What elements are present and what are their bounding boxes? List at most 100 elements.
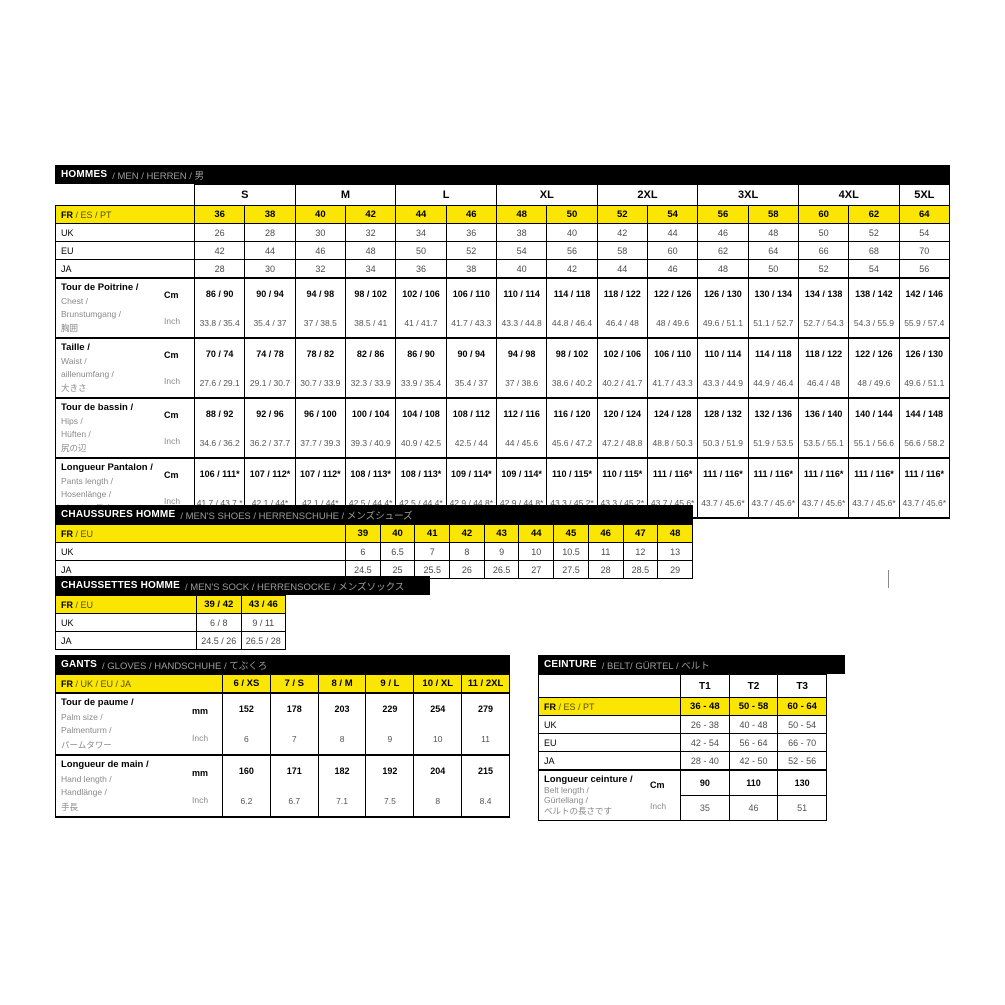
fr-size-cell: 40 — [294, 205, 346, 224]
conversion-value-cell: 38 — [445, 259, 497, 279]
measure-label: Tour de bassin / Hips / Hüften / 尻の辺 Cm Inch — [55, 397, 195, 459]
size-group-header: 3XL — [697, 184, 799, 206]
measure-label-line: Palmenturm / — [61, 725, 112, 736]
conversion-row-label: UK — [55, 542, 346, 561]
measure-cell: 92 / 96 36.2 / 37.7 — [244, 397, 296, 459]
conversion-value-cell: 12 — [622, 542, 659, 561]
conversion-row-label: UK — [538, 715, 681, 734]
corner-cell — [55, 184, 195, 206]
measure-cell: 82 / 86 32.3 / 33.9 — [344, 337, 397, 399]
measure-cell: 116 / 120 45.6 / 47.2 — [546, 397, 598, 459]
belt-fr-label-bold: FR — [544, 701, 556, 712]
unit-top-label: Cm — [164, 350, 179, 360]
measure-cell: 126 / 130 49.6 / 51.1 — [898, 337, 951, 399]
table: T1 T2 T3 FR / ES / PT 36 - 48 50 - 58 60 - 64 U… — [538, 674, 827, 821]
conversion-value-cell: 40 — [546, 223, 598, 242]
measure-cell: 192 7.5 — [365, 754, 415, 818]
measure-cell: 111 / 116* 43.7 / 45.6* — [697, 457, 749, 519]
fr-size-cell: 41 — [414, 524, 451, 543]
fr-size-cell: 42 — [344, 205, 397, 224]
shoes-section-fr-label: FR / EU — [55, 524, 346, 543]
belt-fr-label-rest: / ES / PT — [556, 701, 595, 712]
gloves-header-title: GANTS — [61, 659, 97, 670]
conversion-value-cell: 9 / 11 — [240, 613, 286, 632]
measure-cell: 110 / 114 43.3 / 44.9 — [697, 337, 749, 399]
measure-cell: 160 6.2 — [222, 754, 271, 818]
conversion-value-cell: 52 — [445, 241, 497, 260]
conversion-value-cell: 6 / 8 — [196, 613, 242, 632]
fr-size-cell: 46 — [445, 205, 497, 224]
conversion-value-cell: 40 — [495, 259, 548, 279]
measure-cell: 182 7.1 — [317, 754, 367, 818]
fr-size-cell: 50 - 58 — [728, 697, 779, 716]
stray-divider — [888, 570, 889, 588]
fr-size-cell: 48 — [495, 205, 548, 224]
measure-cell: 98 / 102 38.6 / 40.2 — [546, 337, 598, 399]
conversion-value-cell: 26 — [193, 223, 246, 242]
unit-top-label: Cm — [164, 290, 179, 300]
fr-es-pt-row-label-rest: / ES / PT — [73, 209, 112, 220]
fr-size-cell: 54 — [646, 205, 699, 224]
unit-bottom-label: Inch — [650, 801, 667, 812]
gloves-header-subtitle: / GLOVES / HANDSCHUHE / てぶくろ — [102, 660, 268, 672]
conversion-value-cell: 44 — [596, 259, 648, 279]
conversion-value-cell: 38 — [495, 223, 548, 242]
measure-cell: 171 6.7 — [269, 754, 319, 818]
measure-cell: 215 8.4 — [461, 754, 510, 818]
measure-cell: 110 / 114 43.3 / 44.8 — [495, 277, 548, 339]
measure-cell: 74 / 78 29.1 / 30.7 — [244, 337, 296, 399]
belt-inch-cell: 51 — [777, 795, 827, 821]
measure-label-line: Taille / — [61, 342, 90, 353]
measure-cell: 100 / 104 39.3 / 40.9 — [344, 397, 397, 459]
measure-cell: 96 / 100 37.7 / 39.3 — [294, 397, 346, 459]
measure-cell: 152 6 — [222, 692, 271, 756]
conversion-value-cell: 10.5 — [553, 542, 589, 561]
measure-label-line: Longueur de main / — [61, 759, 149, 770]
fr-size-cell: 56 — [697, 205, 749, 224]
conversion-value-cell: 58 — [596, 241, 648, 260]
measure-cell: 111 / 116* 43.7 / 45.6* — [747, 457, 799, 519]
measure-cell: 86 / 90 33.9 / 35.4 — [395, 337, 447, 399]
conversion-value-cell: 27 — [518, 560, 555, 579]
belt-size-header: T1 — [680, 674, 730, 698]
conversion-value-cell: 26 - 38 — [680, 715, 730, 734]
measure-cell: 108 / 112 42.5 / 44 — [445, 397, 497, 459]
fr-size-cell: 43 / 46 — [240, 595, 286, 614]
measure-label-line: Hand length / — [61, 773, 112, 784]
conversion-value-cell: 8 — [449, 542, 485, 561]
glove-size-cell: 6 / XS — [222, 674, 271, 694]
belt-fr-label: FR / ES / PT — [538, 697, 681, 716]
measure-cell: 122 / 126 48 / 49.6 — [848, 337, 900, 399]
belt-size-header: T3 — [777, 674, 827, 698]
glove-size-cell: 11 / 2XL — [461, 674, 510, 694]
shoes-section-header-title: CHAUSSURES HOMME — [61, 509, 176, 520]
conversion-value-cell: 36 — [445, 223, 497, 242]
conversion-value-cell: 44 — [646, 223, 699, 242]
measure-cell: 86 / 90 33.8 / 35.4 — [193, 277, 246, 339]
measure-cell: 70 / 74 27.6 / 29.1 — [193, 337, 246, 399]
unit-top-label: Cm — [164, 410, 179, 420]
conversion-value-cell: 10 — [518, 542, 555, 561]
measure-cell: 279 11 — [461, 692, 510, 756]
conversion-value-cell: 28 — [193, 259, 246, 279]
measure-cell: 111 / 116* 43.7 / 45.6* — [898, 457, 951, 519]
measure-cell: 106 / 110 41.7 / 43.3 — [445, 277, 497, 339]
conversion-value-cell: 6 — [345, 542, 381, 561]
corner-cell — [538, 674, 681, 698]
fr-size-cell: 39 / 42 — [196, 595, 242, 614]
measure-cell: 144 / 148 56.6 / 58.2 — [898, 397, 951, 459]
size-group-header: L — [395, 184, 497, 206]
fr-es-pt-row-label: FR / ES / PT — [55, 205, 195, 224]
measure-cell: 102 / 106 41 / 41.7 — [395, 277, 447, 339]
shoes-section-fr-label-rest: / EU — [73, 528, 94, 539]
unit-bottom-label: Inch — [164, 376, 181, 386]
measure-label-line: Handlänge / — [61, 787, 107, 798]
measure-label-line: Chest / — [61, 296, 88, 306]
measure-cell: 102 / 106 40.2 / 41.7 — [596, 337, 648, 399]
conversion-row-label: EU — [55, 241, 195, 260]
measure-cell: 130 / 134 51.1 / 52.7 — [747, 277, 799, 339]
conversion-value-cell: 28 - 40 — [680, 751, 730, 771]
measure-cell: 111 / 116* 43.7 / 45.6* — [848, 457, 900, 519]
measure-label-line: Longueur Pantalon / — [61, 462, 153, 473]
fr-size-cell: 44 — [395, 205, 447, 224]
